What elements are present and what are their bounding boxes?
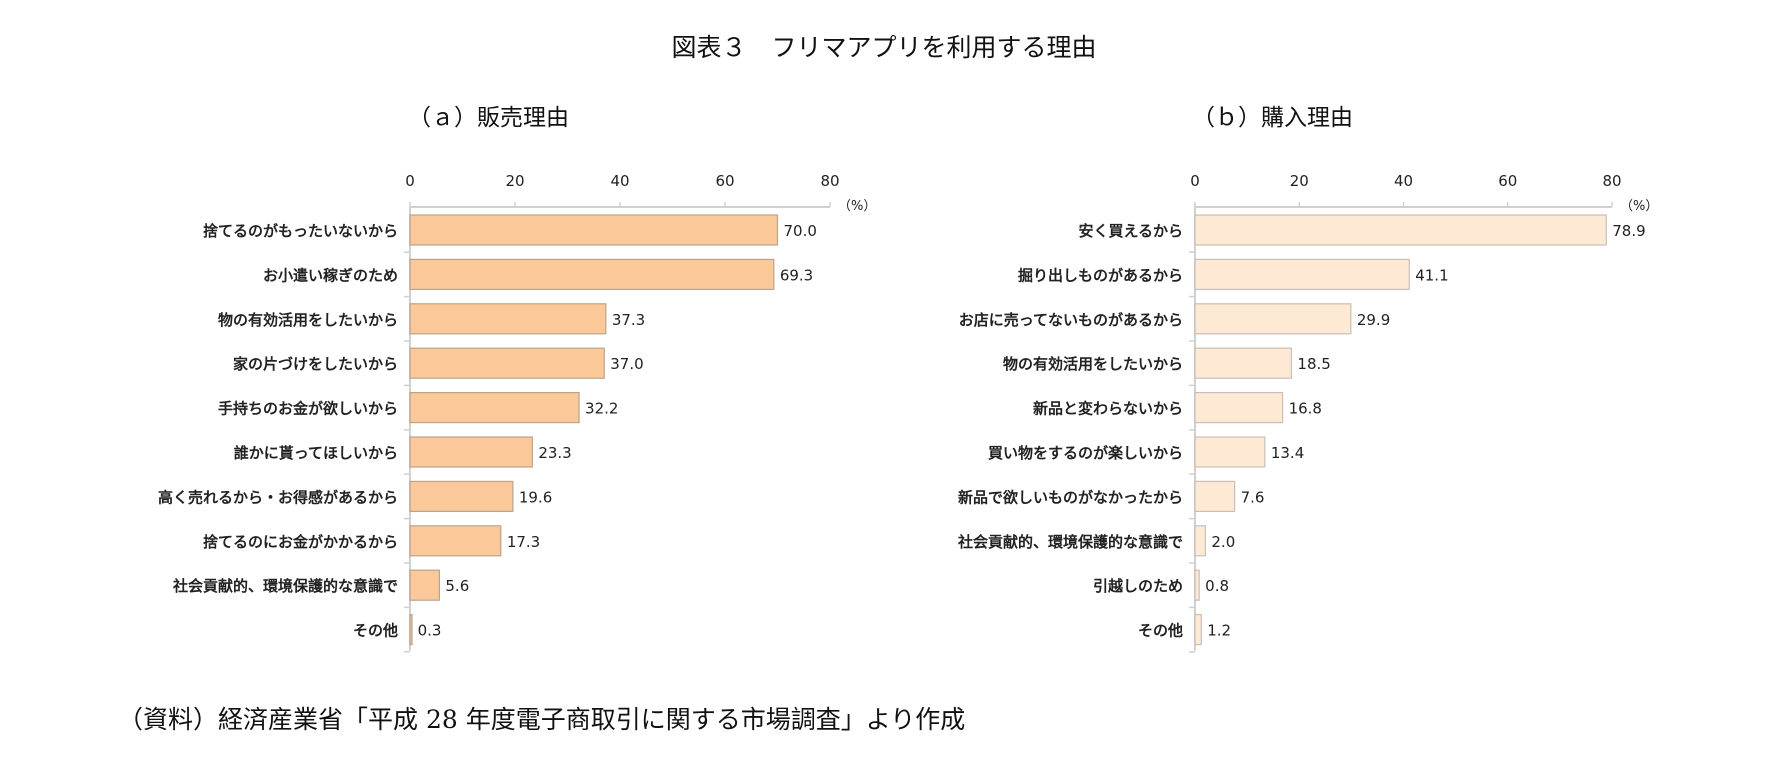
chart-b-bar: [1194, 214, 1607, 246]
chart-a-bar: [409, 613, 413, 646]
chart-a-data-label: 70.0: [784, 222, 817, 240]
chart-a-data-label: 69.3: [780, 266, 813, 284]
chart-b-unit-label: （%）: [1620, 199, 1658, 214]
chart-a-data-label: 32.2: [585, 400, 618, 418]
chart-a-category-label: 高く売れるから・お得感があるから: [158, 488, 398, 506]
chart-a-tick-label: 60: [715, 172, 734, 190]
chart-b-data-label: 0.8: [1205, 577, 1229, 595]
chart-a-data-label: 5.6: [445, 577, 469, 595]
chart-a-tick-label: 20: [505, 172, 524, 190]
chart-b-tick-label: 20: [1290, 172, 1309, 190]
chart-b-category-label: 社会貢献的、環境保護的な意識で: [957, 533, 1183, 551]
chart-a-data-label: 19.6: [519, 488, 552, 506]
chart-a-data-label: 37.0: [610, 355, 643, 373]
chart-a-bar: [409, 303, 607, 335]
chart-b-data-label: 78.9: [1612, 222, 1645, 240]
chart-b-category-label: その他: [1138, 622, 1183, 640]
chart-a-tick-label: 80: [820, 172, 839, 190]
chart-b-bar: [1194, 303, 1352, 335]
chart-b-data-label: 16.8: [1289, 400, 1322, 418]
chart-a-category-label: 家の片づけをしたいから: [233, 355, 398, 373]
chart-a-bar: [409, 480, 514, 512]
chart-a-data-label: 17.3: [507, 533, 540, 551]
chart-a-category-label: 捨てるのがもったいないから: [203, 222, 398, 240]
chart-a-category-label: 物の有効活用をしたいから: [218, 311, 398, 329]
chart-a-data-label: 0.3: [418, 622, 442, 640]
chart-b-category-label: 安く買えるから: [1078, 222, 1183, 240]
chart-b-bar: [1194, 347, 1293, 379]
chart-a-category-label: 捨てるのにお金がかかるから: [203, 533, 398, 551]
chart-a-bar: [409, 258, 775, 290]
chart-b-title: （ｂ）購入理由: [1192, 105, 1353, 131]
chart-b-category-label: お店に売ってないものがあるから: [959, 311, 1183, 329]
chart-b-category-label: 物の有効活用をしたいから: [1003, 355, 1183, 373]
chart-a-tick-label: 40: [610, 172, 629, 190]
chart-a-bar: [409, 525, 502, 557]
chart-a-data-label: 23.3: [538, 444, 571, 462]
chart-b-category-label: 掘り出しものがあるから: [1018, 266, 1183, 284]
source-note: （資料）経済産業省「平成 28 年度電子商取引に関する市場調査」より作成: [118, 705, 966, 734]
chart-b-category-label: 買い物をするのが楽しいから: [988, 444, 1183, 462]
chart-a-category-label: その他: [353, 622, 398, 640]
chart-a-category-label: お小遣い稼ぎのため: [263, 266, 398, 284]
chart-a-category-label: 手持ちのお金が欲しいから: [218, 400, 398, 418]
chart-b-data-label: 1.2: [1207, 622, 1231, 640]
chart-a-data-label: 37.3: [612, 311, 645, 329]
chart-b-category-label: 新品で欲しいものがなかったから: [958, 488, 1183, 506]
chart-b-bar: [1194, 480, 1236, 512]
chart-b-tick-label: 60: [1498, 172, 1517, 190]
chart-b-data-label: 29.9: [1357, 311, 1390, 329]
chart-a-tick-label: 0: [405, 172, 415, 190]
chart-b-bar: [1194, 436, 1266, 468]
chart-a-bar: [409, 569, 440, 601]
chart-b-data-label: 18.5: [1297, 355, 1330, 373]
chart-b-bar: [1194, 392, 1284, 424]
chart-a-bar: [409, 392, 580, 424]
figure-title: 図表３ フリマアプリを利用する理由: [671, 33, 1097, 62]
chart-a-category-label: 誰かに貰ってほしいから: [234, 444, 398, 462]
chart-b-bar: [1194, 258, 1410, 290]
chart-a-bar: [409, 214, 779, 246]
chart-a-category-label: 社会貢献的、環境保護的な意識で: [172, 577, 398, 595]
chart-a-bar: [409, 347, 605, 379]
chart-b-tick-label: 80: [1602, 172, 1621, 190]
chart-b-bar: [1194, 613, 1202, 646]
chart-a-unit-label: （%）: [838, 199, 876, 214]
chart-a-bar: [409, 436, 533, 468]
chart-b-bar: [1194, 525, 1207, 557]
chart-b-category-label: 引越しのため: [1093, 577, 1183, 595]
chart-b-data-label: 7.6: [1241, 488, 1265, 506]
chart-b-tick-label: 40: [1394, 172, 1413, 190]
chart-a-title: （ａ）販売理由: [408, 105, 569, 131]
chart-b-tick-label: 0: [1190, 172, 1200, 190]
chart-b-bar: [1194, 569, 1200, 601]
chart-b-data-label: 13.4: [1271, 444, 1304, 462]
chart-b-category-label: 新品と変わらないから: [1033, 400, 1183, 418]
chart-b-data-label: 2.0: [1211, 533, 1235, 551]
chart-b-data-label: 41.1: [1415, 266, 1448, 284]
